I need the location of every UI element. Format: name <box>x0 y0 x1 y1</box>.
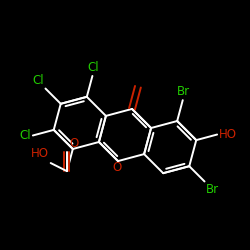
Text: Cl: Cl <box>87 61 99 74</box>
Text: O: O <box>112 162 122 174</box>
Text: HO: HO <box>31 147 49 160</box>
Text: Cl: Cl <box>19 130 31 142</box>
Text: HO: HO <box>219 128 237 140</box>
Text: Br: Br <box>206 183 219 196</box>
Text: Cl: Cl <box>32 74 44 87</box>
Text: O: O <box>69 137 78 150</box>
Text: Br: Br <box>177 85 190 98</box>
